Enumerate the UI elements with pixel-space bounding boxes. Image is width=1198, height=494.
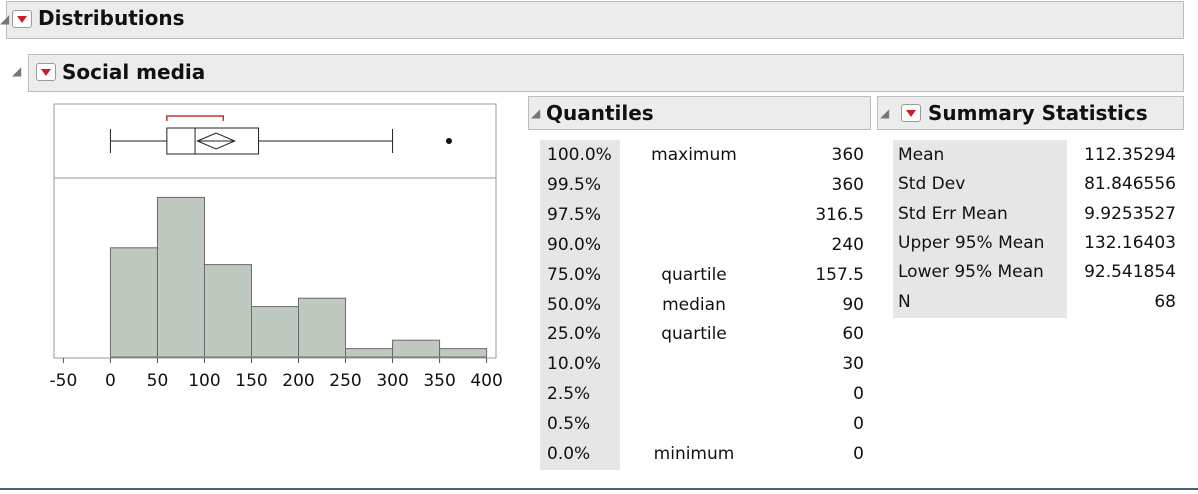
quantile-value: 90 [842,294,864,315]
quantile-pct: 90.0% [547,234,602,255]
distribution-chart: -50 0 50 100 150 200 250 300 350 400 [50,103,503,391]
quantile-pct: 50.0% [547,294,602,315]
bottom-divider [0,488,1198,490]
x-tick-label: 350 [423,371,455,391]
quantile-value: 0 [853,414,864,435]
summary-label: Std Dev [898,174,966,195]
quantile-value: 360 [831,145,864,165]
summary-value: 68 [1154,291,1176,312]
summary-value: 112.35294 [1084,145,1176,165]
quantile-label: maximum [651,145,737,165]
quantile-label: quartile [661,264,727,285]
quantile-value: 360 [831,174,864,195]
quantile-label [624,350,764,379]
shortest-half-bracket [166,115,225,121]
quantile-pct: 0.5% [547,414,591,435]
summary-value: 9.9253527 [1084,203,1176,224]
summary-header-bar [877,96,1184,130]
x-tick-label: 400 [470,371,502,391]
social-media-title: Social media [62,60,206,84]
quantile-pct: 2.5% [547,384,591,405]
quantile-label [624,380,764,409]
quantile-value: 157.5 [815,264,864,285]
quantiles-header-bar [528,96,871,130]
quantile-label [624,231,764,260]
summary-label: N [898,291,911,312]
distributions-outline-bar [6,1,1184,39]
histogram-bar [203,264,252,358]
boxplot-outlier [445,138,452,144]
quantile-value: 30 [842,354,864,375]
quantile-label [624,410,764,439]
x-tick-label: 0 [105,371,116,391]
histogram-bar [439,348,488,358]
summary-value: 81.846556 [1084,174,1176,195]
quantile-pct: 0.0% [547,444,591,464]
collapse-triangle-icon[interactable]: ◢ [531,106,541,120]
x-tick-label: 200 [282,371,314,391]
summary-label: Std Err Mean [898,203,1008,224]
summary-red-triangle-menu-icon[interactable] [901,104,921,122]
quantile-value: 0 [853,444,864,464]
x-tick-label: 100 [188,371,220,391]
histogram-bar [250,306,300,358]
x-tick-label: 300 [376,371,408,391]
collapse-triangle-icon[interactable]: ◢ [12,64,22,78]
quantile-pct: 100.0% [547,145,612,165]
distributions-title: Distributions [38,6,185,30]
quantiles-title: Quantiles [546,101,654,125]
x-tick-label: 150 [235,371,267,391]
quantile-pct: 97.5% [547,204,602,225]
collapse-triangle-icon[interactable]: ◢ [880,106,890,120]
summary-label-column-bg [893,140,1067,318]
quantile-value: 316.5 [815,204,864,225]
histogram-bar [392,339,441,358]
quantile-label [624,171,764,200]
summary-value: 92.541854 [1084,262,1176,283]
x-tick-label: 250 [329,371,361,391]
social-media-red-triangle-menu-icon[interactable] [36,63,56,81]
distributions-red-triangle-menu-icon[interactable] [12,10,32,28]
quantile-label: minimum [653,444,735,464]
quantile-pct: 75.0% [547,264,602,285]
quantile-label [624,201,764,230]
social-media-outline-bar [28,54,1184,92]
summary-value: 132.16403 [1084,232,1176,253]
quantile-label: median [662,294,726,315]
quantile-label: quartile [661,324,727,345]
collapse-triangle-icon[interactable]: ◢ [0,12,10,26]
quantile-pct: 25.0% [547,324,602,345]
summary-label: Upper 95% Mean [898,232,1045,253]
x-tick-label: -50 [50,371,78,391]
summary-label: Mean [898,145,945,165]
quantile-value: 240 [831,234,864,255]
summary-label: Lower 95% Mean [898,262,1044,283]
histogram-bar [345,348,394,358]
quantiles-pct-column-bg [540,140,620,470]
histogram-bar [156,196,205,358]
histogram-bar [109,247,158,358]
quantile-pct: 10.0% [547,354,602,375]
x-tick-label: 50 [147,371,169,391]
summary-statistics-title: Summary Statistics [928,101,1148,125]
quantile-pct: 99.5% [547,174,602,195]
histogram-bar [298,297,347,358]
quantile-value: 0 [853,384,864,405]
quantile-value: 60 [842,324,864,345]
